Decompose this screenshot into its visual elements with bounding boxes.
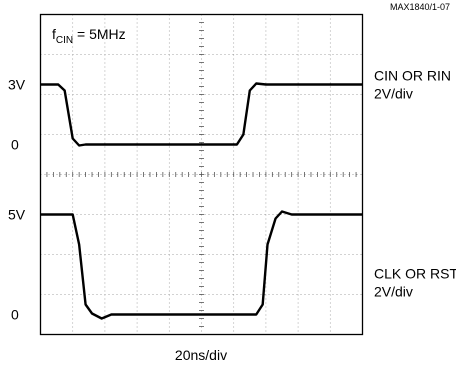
figure-id: MAX1840/1-07 — [390, 2, 450, 12]
trace-scale-label: 2V/div — [374, 86, 413, 102]
scope-grid — [40, 14, 363, 335]
scope-traces — [40, 82, 363, 320]
trace-clk-or-rst — [40, 210, 363, 320]
trace-name-label: CLK OR RST — [374, 266, 456, 282]
trace-cin-or-rin — [40, 82, 363, 147]
frequency-annotation: fCIN = 5MHz — [52, 26, 126, 46]
level-label-high: 3V — [8, 77, 26, 93]
level-label-zero: 0 — [11, 307, 19, 323]
x-axis-scale: 20ns/div — [175, 347, 227, 363]
trace-name-label: CIN OR RIN — [374, 68, 451, 84]
level-label-high: 5V — [8, 207, 26, 223]
scope-frame — [39, 13, 364, 336]
trace-scale-label: 2V/div — [374, 284, 413, 300]
level-label-zero: 0 — [11, 137, 19, 153]
